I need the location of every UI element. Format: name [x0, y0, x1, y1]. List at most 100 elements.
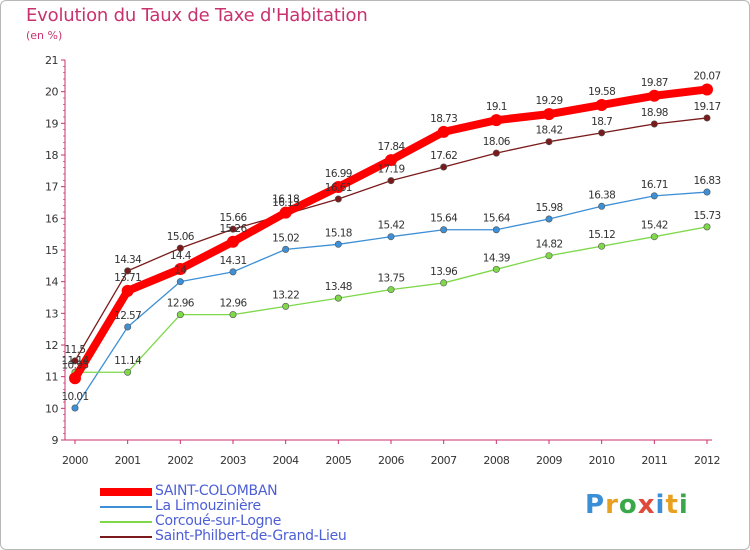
chart-title: Evolution du Taux de Taxe d'Habitation [26, 5, 368, 26]
data-label: 16.61 [325, 182, 352, 194]
x-tick-label: 2006 [378, 454, 404, 467]
legend-swatch [100, 536, 152, 538]
data-point-0 [385, 154, 397, 167]
y-tick-label: 15 [45, 244, 58, 257]
data-label: 16.83 [693, 175, 720, 187]
data-point-1 [71, 404, 79, 412]
logo-letter: x [637, 490, 656, 520]
data-label: 10.01 [61, 391, 88, 403]
data-point-1 [492, 226, 500, 234]
legend-label: SAINT-COLOMBAN [155, 483, 278, 499]
data-label: 14.39 [483, 252, 510, 264]
x-tick-label: 2011 [641, 454, 667, 467]
data-point-1 [650, 192, 658, 200]
logo-letter: i [655, 490, 666, 520]
data-point-3 [598, 129, 606, 137]
data-point-2 [176, 311, 184, 319]
data-point-1 [545, 215, 553, 223]
data-point-2 [229, 311, 237, 319]
data-point-3 [124, 267, 132, 275]
data-label: 11.14 [114, 355, 142, 367]
logo-letter: r [605, 490, 619, 520]
data-point-0 [648, 89, 661, 102]
data-point-3 [71, 357, 79, 365]
y-tick-label: 18 [45, 149, 58, 162]
data-label: 17.19 [377, 164, 404, 176]
data-label: 15.98 [535, 202, 562, 214]
data-point-2 [650, 233, 658, 241]
data-point-1 [440, 226, 448, 234]
y-tick-label: 9 [52, 434, 59, 447]
legend-swatch [100, 521, 152, 523]
y-tick-label: 20 [45, 86, 58, 99]
data-label: 13.48 [325, 281, 352, 293]
data-point-2 [440, 279, 448, 287]
data-label: 17.84 [377, 141, 405, 153]
data-point-3 [492, 149, 500, 157]
data-label: 18.42 [535, 125, 562, 137]
y-tick-label: 12 [45, 339, 58, 352]
legend-swatch [100, 506, 152, 508]
data-label: 12.96 [167, 298, 195, 310]
y-tick-label: 16 [45, 212, 58, 225]
data-label: 18.06 [483, 136, 511, 148]
y-tick-label: 14 [45, 276, 58, 289]
x-tick-label: 2009 [536, 454, 562, 467]
y-tick-label: 13 [45, 307, 58, 320]
data-point-2 [282, 302, 290, 310]
data-label: 15.64 [483, 213, 511, 225]
y-tick-label: 19 [45, 117, 58, 130]
data-label: 16.18 [272, 194, 299, 206]
data-label: 18.7 [591, 116, 612, 128]
data-point-1 [334, 240, 342, 248]
data-point-2 [703, 223, 711, 231]
data-label: 14.31 [219, 255, 246, 267]
data-point-1 [703, 188, 711, 196]
y-tick-label: 11 [45, 371, 58, 384]
data-label: 18.73 [430, 113, 457, 125]
data-label: 13.96 [430, 266, 458, 278]
data-point-0 [227, 235, 239, 248]
data-point-0 [121, 284, 134, 297]
data-label: 15.06 [167, 231, 195, 243]
data-label: 19.1 [486, 101, 507, 113]
data-point-0 [490, 114, 503, 127]
data-label: 14 [174, 265, 187, 277]
x-tick-label: 2008 [483, 454, 509, 467]
data-label: 16.99 [325, 168, 352, 180]
y-tick-label: 21 [45, 54, 58, 67]
data-point-3 [650, 120, 658, 128]
data-label: 11.14 [61, 355, 89, 367]
data-label: 14.4 [170, 250, 192, 262]
data-label: 15.42 [377, 220, 404, 232]
legend-swatch [100, 488, 152, 496]
data-label: 15.42 [641, 220, 668, 232]
data-point-3 [440, 163, 448, 171]
data-label: 10.95 [61, 359, 88, 371]
data-point-0 [174, 263, 187, 275]
x-tick-label: 2007 [431, 454, 457, 467]
x-tick-label: 2012 [694, 454, 720, 467]
data-label: 12.96 [219, 298, 247, 310]
legend-label: La Limouzinière [155, 498, 261, 514]
data-label: 15.12 [588, 229, 615, 241]
data-label: 17.62 [430, 150, 457, 162]
data-label: 12.57 [114, 310, 141, 322]
x-tick-label: 2010 [589, 454, 615, 467]
data-label: 16.71 [641, 179, 668, 191]
data-point-3 [703, 114, 711, 122]
data-point-2 [334, 294, 342, 302]
data-point-0 [543, 108, 555, 121]
y-tick-label: 17 [45, 181, 58, 194]
x-tick-label: 2004 [273, 454, 299, 467]
chart-subtitle: (en %) [26, 29, 63, 42]
legend-label: Saint-Philbert-de-Grand-Lieu [155, 528, 347, 544]
data-label: 19.29 [535, 95, 562, 107]
data-point-1 [176, 278, 184, 286]
x-tick-label: 2005 [325, 454, 351, 467]
data-point-1 [229, 268, 237, 276]
data-point-2 [598, 242, 606, 250]
data-point-1 [282, 245, 290, 253]
data-point-2 [124, 368, 132, 376]
